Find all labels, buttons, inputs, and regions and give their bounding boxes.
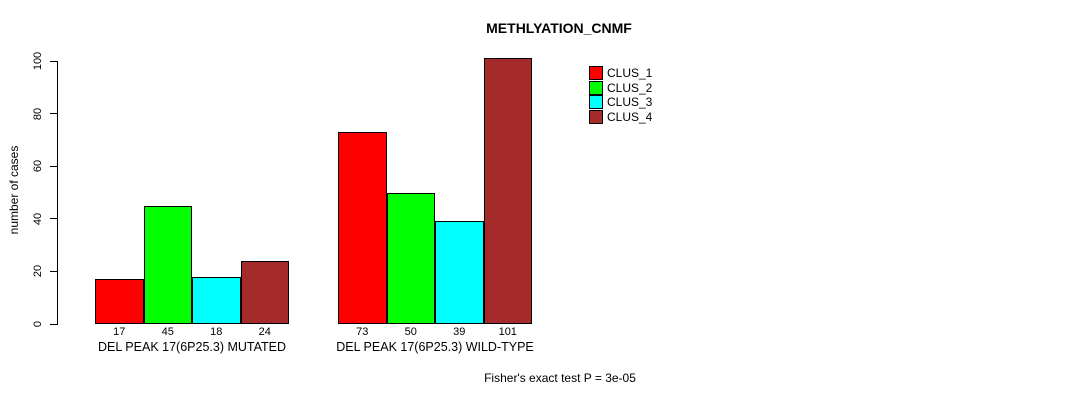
legend-label: CLUS_1 [607,66,653,80]
legend-item-clus_2: CLUS_2 [589,80,653,95]
bar-clus_3-group2 [435,221,484,324]
legend: CLUS_1 CLUS_2 CLUS_3 CLUS_4 [589,66,652,124]
bar-clus_3-group1 [192,276,241,324]
bar-value-label: 24 [258,326,271,338]
legend-color-swatch [589,80,603,95]
bar-value-label: 45 [161,326,174,338]
bar-value-label: 101 [498,326,517,338]
bar-clus_2-group2 [386,192,435,324]
y-tick-label: 100 [32,51,44,71]
legend-color-swatch [589,66,603,80]
legend-label: CLUS_3 [607,95,653,109]
bar-value-label: 50 [404,326,417,338]
legend-color-swatch [589,109,603,124]
y-tick-label: 0 [32,320,44,328]
legend-item-clus_4: CLUS_4 [589,109,653,124]
y-tick-label: 80 [32,107,44,120]
bar-clus_2-group1 [143,205,192,324]
bar-value-label: 17 [113,326,126,338]
x-group-label: DEL PEAK 17(6P25.3) MUTATED [97,340,287,354]
bar-value-label: 73 [356,326,369,338]
y-axis-line [57,61,58,325]
y-axis-tick [50,218,57,220]
bar-value-label: 39 [453,326,466,338]
x-group-label: DEL PEAK 17(6P25.3) WILD-TYPE [336,340,534,354]
bar-clus_1-group2 [338,132,387,324]
y-tick-label: 20 [32,265,44,278]
y-axis-tick [50,323,57,325]
y-axis-tick [50,270,57,272]
legend-color-swatch [589,95,603,109]
bar-clus_1-group1 [95,279,144,324]
bar-value-label: 18 [210,326,223,338]
legend-label: CLUS_4 [607,109,653,124]
legend-item-clus_3: CLUS_3 [589,95,652,109]
legend-item-clus_1: CLUS_1 [589,66,652,80]
y-axis-label: number of cases [7,145,21,235]
y-axis-tick [50,60,57,62]
bar-clus_4-group1 [240,260,289,324]
chart-title: METHLYATION_CNMF [486,20,632,36]
y-axis-tick [50,113,57,115]
legend-label: CLUS_2 [607,80,653,95]
y-axis-tick [50,165,57,167]
fisher-test-annotation: Fisher's exact test P = 3e-05 [484,371,636,385]
bar-clus_4-group2 [483,58,532,324]
y-tick-label: 40 [32,212,44,225]
y-tick-label: 60 [32,160,44,173]
